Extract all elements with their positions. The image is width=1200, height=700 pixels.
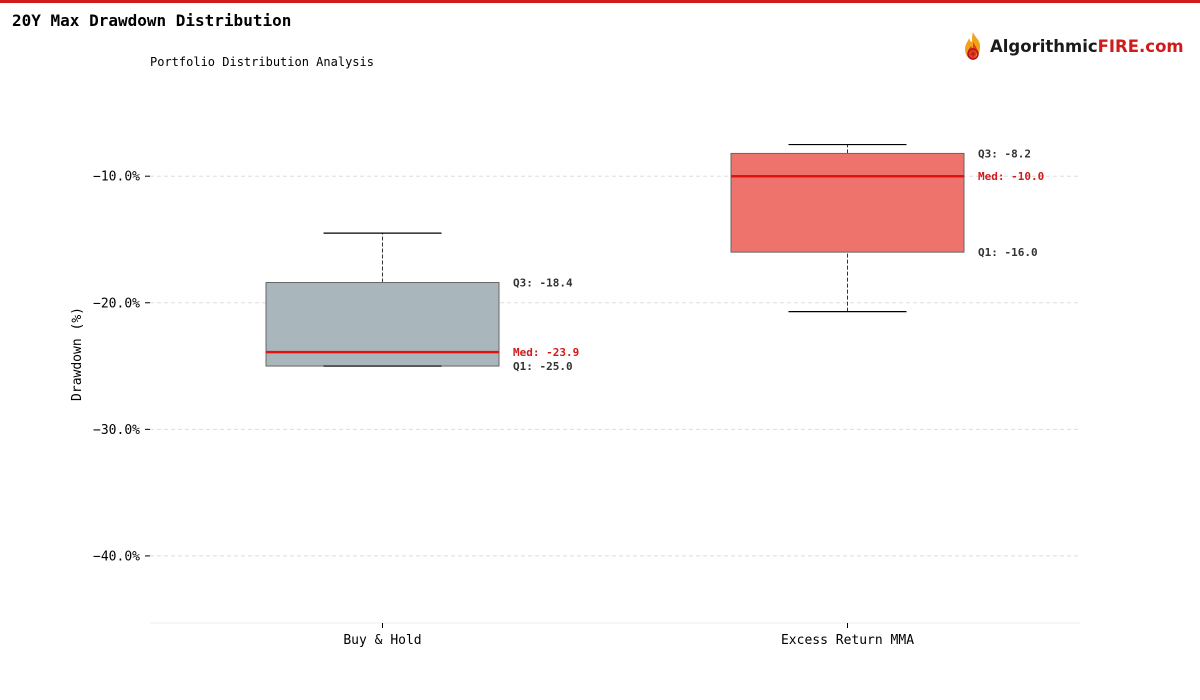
iqr-box (265, 282, 500, 367)
q3-annotation: Q3: -18.4 (513, 277, 573, 290)
q1-annotation: Q1: -25.0 (513, 360, 573, 373)
x-tick-label: Excess Return MMA (781, 633, 914, 648)
logo-text-dark: Algorithmic (990, 36, 1098, 56)
q1-annotation: Q1: -16.0 (978, 246, 1038, 259)
y-tick-label: −10.0% (93, 170, 140, 185)
y-tick-label: −40.0% (93, 549, 140, 564)
box-2: Q3: -8.2 Med: -10.0 Q1: -16.0 (730, 143, 1044, 313)
iqr-box (730, 152, 965, 253)
y-axis-label: Drawdown (%) (70, 307, 85, 401)
box-1: Q3: -18.4 Med: -23.9Q1: -25.0 (265, 232, 579, 373)
logo-text-red: FIRE.com (1097, 36, 1184, 56)
flame-logo-icon (965, 32, 981, 60)
x-tick-label: Buy & Hold (343, 633, 421, 648)
brand-logo: AlgorithmicFIRE.com (960, 30, 1184, 62)
boxes-layer: Q3: -18.4 Med: -23.9Q1: -25.0 Q3: -8.2 Med:… (265, 143, 1044, 373)
page-title: 20Y Max Drawdown Distribution (12, 11, 292, 30)
logo-text: AlgorithmicFIRE.com (990, 37, 1184, 56)
top-accent-bar (0, 0, 1200, 3)
y-tick-label: −30.0% (93, 423, 140, 438)
median-annotation: Med: -23.9 (513, 346, 579, 359)
q3-annotation: Q3: -8.2 (978, 147, 1031, 160)
y-axis: −10.0% −20.0% −30.0% −40.0% (93, 170, 150, 564)
y-tick-label: −20.0% (93, 296, 140, 311)
x-axis: Buy & Hold Excess Return MMA (343, 623, 914, 648)
median-annotation: Med: -10.0 (978, 170, 1044, 183)
chart-subtitle: Portfolio Distribution Analysis (150, 55, 374, 69)
